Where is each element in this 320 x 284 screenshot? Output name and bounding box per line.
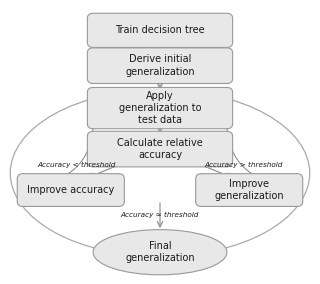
Text: Train decision tree: Train decision tree xyxy=(115,25,205,36)
FancyBboxPatch shape xyxy=(87,13,233,47)
Text: Apply
generalization to
test data: Apply generalization to test data xyxy=(119,91,201,126)
FancyBboxPatch shape xyxy=(87,87,233,129)
Text: Derive initial
generalization: Derive initial generalization xyxy=(125,55,195,77)
FancyBboxPatch shape xyxy=(87,131,233,167)
FancyBboxPatch shape xyxy=(17,174,124,206)
Text: Calculate relative
accuracy: Calculate relative accuracy xyxy=(117,138,203,160)
Ellipse shape xyxy=(93,229,227,275)
Text: Improve accuracy: Improve accuracy xyxy=(27,185,115,195)
Text: Accuracy < threshold: Accuracy < threshold xyxy=(37,162,116,168)
Text: Improve
generalization: Improve generalization xyxy=(214,179,284,201)
Text: Final
generalization: Final generalization xyxy=(125,241,195,264)
Text: Accuracy ≈ threshold: Accuracy ≈ threshold xyxy=(121,212,199,218)
FancyBboxPatch shape xyxy=(196,174,303,206)
FancyBboxPatch shape xyxy=(87,48,233,83)
Text: Accuracy > threshold: Accuracy > threshold xyxy=(204,162,283,168)
